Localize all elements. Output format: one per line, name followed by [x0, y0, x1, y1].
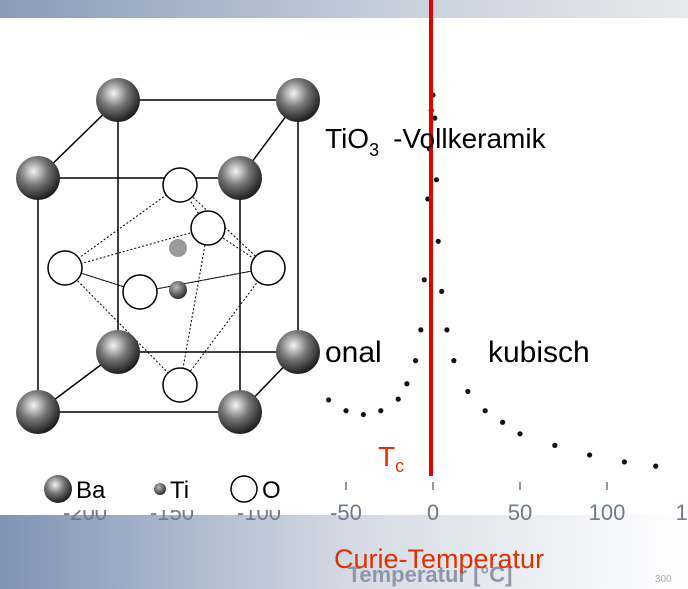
- material-rest: -Vollkeramik: [393, 123, 546, 154]
- data-point: [587, 452, 593, 458]
- x-tick-label: 50: [508, 500, 532, 525]
- ba-atoms: [16, 78, 320, 434]
- data-point: [343, 408, 349, 414]
- data-point: [435, 238, 441, 244]
- data-point: [432, 115, 438, 121]
- data-point: [433, 177, 440, 183]
- top-band: [0, 0, 688, 18]
- data-point: [482, 408, 488, 414]
- x-tick-label: -50: [330, 500, 362, 525]
- x-tick-label: 100: [589, 500, 626, 525]
- data-point: [621, 459, 628, 465]
- legend-ti-icon: [154, 483, 166, 495]
- material-label: TiO3 -Vollkeramik: [325, 123, 547, 160]
- crystal-diagram: Ba Ti O: [0, 70, 325, 510]
- data-point: [413, 358, 419, 364]
- legend-label: Ba: [76, 477, 106, 504]
- legend-o-icon: [230, 475, 258, 503]
- data-point: [465, 388, 471, 395]
- tc: T: [378, 441, 395, 472]
- data-point: [395, 396, 401, 402]
- data-point: [552, 442, 558, 448]
- diagram-panel: [0, 70, 325, 510]
- tc-sub: c: [395, 456, 404, 476]
- data-point: [404, 381, 410, 387]
- ti-atom-shadow: [169, 239, 187, 257]
- data-point: [421, 277, 427, 283]
- material: TiO: [325, 123, 369, 154]
- data-point: [444, 327, 450, 333]
- x-axis-label: Temperatur [°C]: [348, 562, 513, 587]
- x-tick-label: 150: [676, 500, 688, 525]
- legend-ba-icon: [44, 475, 72, 503]
- material-sub: 3: [369, 140, 379, 160]
- data-point: [326, 397, 332, 403]
- left-phase: onal: [325, 336, 382, 369]
- legend: Ba Ti O: [44, 475, 281, 504]
- data-point: [439, 288, 445, 294]
- ti-atom: [169, 281, 187, 299]
- legend-label: O: [262, 477, 281, 504]
- x-tick-label: 0: [427, 500, 439, 525]
- data-point: [360, 411, 366, 418]
- data-point: [378, 408, 384, 414]
- o-atoms: [47, 167, 286, 403]
- right-phase: kubisch: [488, 336, 590, 369]
- corner-number: 300: [655, 574, 672, 585]
- data-point: [653, 463, 659, 469]
- tc-label: Tc: [378, 441, 404, 476]
- data-point: [517, 431, 523, 437]
- data-point: [418, 327, 424, 333]
- data-point: [500, 419, 506, 425]
- curie-label: Curie-Temperatur: [334, 544, 544, 574]
- bottom-band: [0, 515, 688, 589]
- data-point: [451, 358, 457, 364]
- legend-label: Ti: [170, 477, 189, 504]
